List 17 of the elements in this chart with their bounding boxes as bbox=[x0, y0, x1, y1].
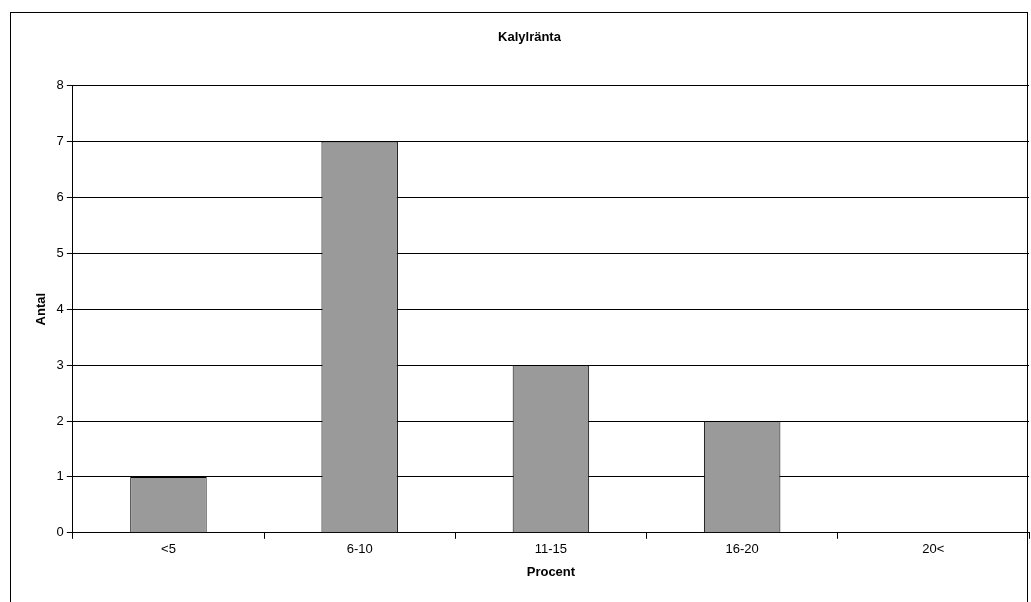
x-tick-label: <5 bbox=[161, 541, 176, 557]
y-tick-label: 5 bbox=[56, 244, 64, 260]
x-tick-label: 20< bbox=[922, 541, 945, 557]
y-tick-label: 6 bbox=[56, 188, 64, 204]
y-tick-label: 3 bbox=[56, 356, 64, 372]
y-tick-label: 1 bbox=[56, 468, 64, 484]
x-tick-label: 6-10 bbox=[346, 541, 373, 557]
y-tick-label: 8 bbox=[56, 77, 64, 93]
y-tick-label: 2 bbox=[56, 412, 64, 428]
x-tick-label: 11-15 bbox=[534, 541, 568, 557]
y-tick-label: 7 bbox=[56, 133, 64, 149]
x-tick-label: 16-20 bbox=[725, 541, 759, 557]
y-tick-label: 0 bbox=[56, 524, 64, 540]
y-axis-title: Antal bbox=[33, 292, 49, 326]
chart-title: Kalylränta bbox=[498, 29, 562, 45]
x-axis-title: Procent bbox=[526, 563, 576, 579]
y-tick-label: 4 bbox=[56, 300, 64, 316]
